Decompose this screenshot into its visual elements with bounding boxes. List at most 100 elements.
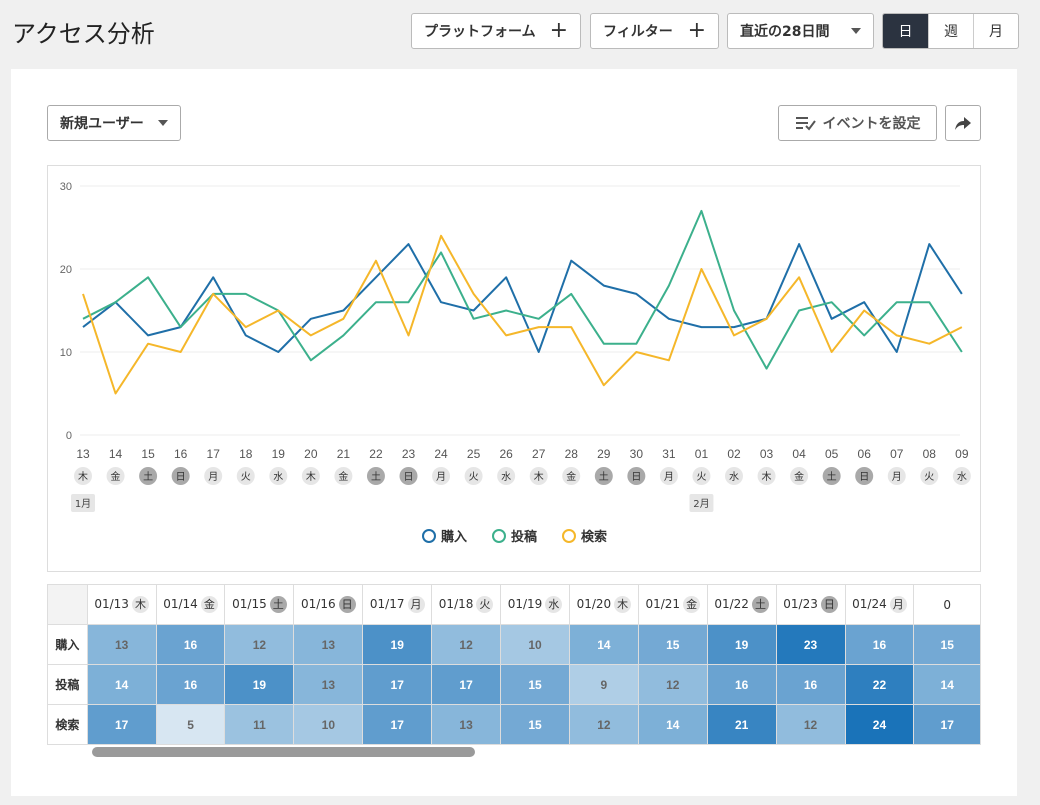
y-tick-label: 30: [60, 181, 72, 193]
table-cell: 16: [775, 664, 846, 705]
x-tick-label: 14: [109, 447, 123, 461]
table-cell: 15: [500, 704, 570, 745]
column-header: 01/18 火: [431, 584, 502, 625]
platform-button-label: プラットフォーム: [424, 24, 536, 40]
column-date: 01/13: [94, 597, 129, 611]
weekday-label: 火: [469, 471, 479, 483]
weekday-label: 火: [241, 471, 251, 483]
column-header: 01/13 木: [86, 584, 157, 625]
data-table-grid: 01/13 木 01/14 金 01/15 土 01/16 日 01/17 月 01/18 火 01/1…: [47, 584, 981, 745]
column-date: 01/19: [507, 597, 543, 611]
column-date: 01/23: [783, 597, 818, 611]
column-header: 01/17 月: [362, 584, 433, 625]
weekday-badge: 日: [820, 596, 838, 613]
column-date: 01/20: [576, 597, 612, 611]
weekday-badge: [757, 467, 776, 485]
weekday-label: 金: [566, 470, 576, 483]
column-date: 01/15: [232, 597, 267, 611]
weekday-badge: 月: [407, 596, 425, 613]
series-line-0: [82, 243, 963, 353]
weekday-badge: 水: [545, 596, 563, 613]
share-icon: [955, 117, 971, 130]
period-day-button[interactable]: 日: [883, 14, 928, 48]
table-cell: 14: [86, 664, 157, 705]
x-tick-label: 17: [207, 447, 221, 461]
table-cell: 12: [568, 704, 639, 745]
weekday-label: 日: [631, 472, 641, 483]
row-label: 購入: [47, 624, 88, 665]
column-header: 01/19 水: [500, 584, 570, 625]
table-cell: 17: [913, 704, 981, 745]
table-cell: 12: [637, 664, 708, 705]
weekday-badge: [301, 467, 320, 485]
column-header: 01/15 土: [224, 584, 295, 625]
period-month-button[interactable]: 月: [973, 14, 1018, 48]
weekday-label: 木: [534, 471, 544, 483]
table-cell: 13: [293, 624, 364, 665]
weekday-badge: [204, 467, 223, 485]
weekday-label: 火: [924, 471, 934, 483]
x-tick-label: 02: [727, 447, 741, 461]
weekday-label: 月: [436, 471, 446, 483]
weekday-label: 日: [859, 472, 869, 483]
table-row: 投稿 14 16 19 13 17 17 15 9 12 16 16 22 14: [47, 664, 981, 705]
weekday-label: 水: [957, 471, 967, 483]
weekday-badge: [790, 467, 809, 485]
date-range-dropdown[interactable]: 直近の28日間: [727, 13, 874, 49]
chevron-down-icon: [851, 28, 861, 34]
table-cell: 15: [637, 624, 708, 665]
x-tick-label: 13: [76, 447, 90, 461]
row-label: 投稿: [47, 664, 88, 705]
weekday-label: 土: [371, 470, 381, 483]
month-label: 1月: [75, 498, 91, 510]
weekday-label: 日: [176, 472, 186, 483]
weekday-label: 水: [729, 471, 739, 483]
legend-marker: [422, 529, 436, 543]
weekday-badge: [334, 467, 353, 485]
column-date: 01/22: [714, 597, 749, 611]
weekday-badge: [855, 467, 874, 485]
table-cell: 16: [844, 624, 915, 665]
weekday-badge: 金: [200, 596, 218, 613]
metric-select[interactable]: 新規ユーザー: [47, 105, 181, 141]
line-chart: 0 10 20 30 13 木 14 金 15 土 16 日 17 月 18 火 19 水 20 木 21 金 22 土 23 日…: [47, 165, 981, 572]
weekday-badge: [366, 467, 385, 485]
filter-button[interactable]: フィルター +: [590, 13, 719, 49]
plus-icon: +: [687, 18, 706, 43]
weekday-label: 月: [208, 471, 218, 483]
table-cell: 22: [844, 664, 915, 705]
table-row: 購入 13 16 12 13 19 12 10 14 15 19 23 16 15: [47, 624, 981, 665]
platform-button[interactable]: プラットフォーム +: [411, 13, 581, 49]
column-header: 01/20 木: [568, 584, 639, 625]
column-date: 01/17: [369, 597, 405, 611]
weekday-badge: [562, 467, 581, 485]
x-tick-label: 31: [662, 447, 676, 461]
table-cell: 14: [637, 704, 708, 745]
horizontal-scrollbar[interactable]: [92, 747, 475, 757]
table-cell: 12: [224, 624, 295, 665]
column-date: 01/21: [645, 597, 681, 611]
weekday-label: 木: [78, 471, 88, 483]
period-week-button[interactable]: 週: [928, 14, 973, 48]
weekday-label: 日: [404, 472, 414, 483]
x-tick-label: 20: [304, 447, 318, 461]
legend-label: 購入: [440, 529, 467, 545]
column-header: 01/21 金: [637, 584, 708, 625]
table-cell: 5: [155, 704, 226, 745]
weekday-label: 金: [338, 470, 348, 483]
x-tick-label: 24: [434, 447, 448, 461]
weekday-badge: [269, 467, 288, 485]
x-tick-label: 09: [955, 447, 969, 461]
share-button[interactable]: [945, 105, 981, 141]
event-settings-button[interactable]: イベントを設定: [778, 105, 937, 141]
chevron-down-icon: [158, 120, 168, 126]
page-title: アクセス分析: [12, 20, 155, 48]
event-settings-label: イベントを設定: [822, 116, 921, 132]
x-tick-label: 04: [792, 447, 806, 461]
x-tick-label: 06: [858, 447, 872, 461]
weekday-label: 水: [273, 471, 283, 483]
weekday-label: 土: [827, 470, 837, 483]
table-cell: 16: [706, 664, 777, 705]
table-cell: 13: [431, 704, 502, 745]
x-tick-label: 16: [174, 447, 188, 461]
